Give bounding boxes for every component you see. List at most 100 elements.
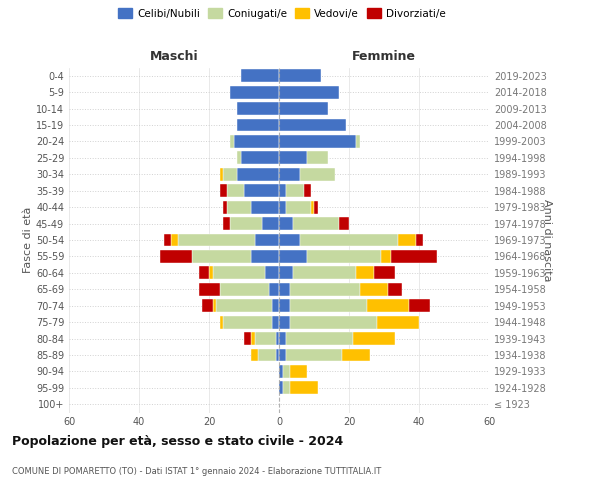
Bar <box>279 135 356 148</box>
Y-axis label: Fasce di età: Fasce di età <box>23 207 33 273</box>
Bar <box>251 200 279 213</box>
Bar <box>300 168 335 180</box>
Bar <box>398 234 415 246</box>
Bar <box>415 234 422 246</box>
Bar <box>338 217 349 230</box>
Bar <box>227 184 244 197</box>
Bar <box>279 102 328 115</box>
Bar <box>279 266 293 280</box>
Bar <box>290 365 307 378</box>
Bar <box>279 217 293 230</box>
Bar <box>356 135 359 148</box>
Bar <box>269 283 279 296</box>
Bar <box>199 283 220 296</box>
Bar <box>279 316 290 328</box>
Bar <box>311 200 314 213</box>
Bar <box>163 234 170 246</box>
Bar <box>230 217 262 230</box>
Text: Popolazione per età, sesso e stato civile - 2024: Popolazione per età, sesso e stato civil… <box>12 435 343 448</box>
Bar <box>237 168 279 180</box>
Bar <box>293 266 356 280</box>
Bar <box>216 300 272 312</box>
Bar <box>293 217 338 230</box>
Bar <box>290 300 367 312</box>
Bar <box>223 168 237 180</box>
Text: Femmine: Femmine <box>352 50 416 62</box>
Bar <box>212 300 216 312</box>
Bar <box>279 184 286 197</box>
Bar <box>251 332 254 345</box>
Text: Maschi: Maschi <box>149 50 199 62</box>
Bar <box>279 348 286 362</box>
Text: COMUNE DI POMARETTO (TO) - Dati ISTAT 1° gennaio 2024 - Elaborazione TUTTITALIA.: COMUNE DI POMARETTO (TO) - Dati ISTAT 1°… <box>12 468 381 476</box>
Bar <box>279 283 290 296</box>
Bar <box>391 250 437 263</box>
Bar <box>283 365 290 378</box>
Bar <box>220 184 227 197</box>
Bar <box>191 250 251 263</box>
Bar <box>220 168 223 180</box>
Y-axis label: Anni di nascita: Anni di nascita <box>542 198 552 281</box>
Bar <box>272 316 279 328</box>
Bar <box>279 152 307 164</box>
Bar <box>237 118 279 132</box>
Bar <box>199 266 209 280</box>
Bar <box>367 300 409 312</box>
Bar <box>230 86 279 98</box>
Bar <box>230 135 233 148</box>
Bar <box>209 266 212 280</box>
Bar <box>223 217 230 230</box>
Bar <box>380 250 391 263</box>
Bar <box>262 217 279 230</box>
Bar <box>251 250 279 263</box>
Bar <box>254 332 275 345</box>
Bar <box>286 348 342 362</box>
Bar <box>304 184 311 197</box>
Bar <box>279 250 307 263</box>
Bar <box>254 234 279 246</box>
Bar <box>307 250 380 263</box>
Bar <box>251 348 258 362</box>
Bar <box>258 348 275 362</box>
Bar <box>373 266 395 280</box>
Bar <box>279 365 283 378</box>
Bar <box>233 135 279 148</box>
Bar <box>223 316 272 328</box>
Bar <box>359 283 388 296</box>
Bar <box>178 234 254 246</box>
Bar <box>265 266 279 280</box>
Bar <box>279 382 283 394</box>
Bar <box>279 86 338 98</box>
Bar <box>286 184 304 197</box>
Bar <box>279 118 346 132</box>
Bar <box>388 283 401 296</box>
Bar <box>275 332 279 345</box>
Bar <box>290 316 377 328</box>
Bar <box>290 382 317 394</box>
Bar <box>212 266 265 280</box>
Bar <box>353 332 395 345</box>
Bar <box>279 300 290 312</box>
Bar <box>202 300 212 312</box>
Bar <box>244 184 279 197</box>
Bar <box>227 200 251 213</box>
Bar <box>356 266 373 280</box>
Bar <box>314 200 317 213</box>
Bar <box>283 382 290 394</box>
Bar <box>286 332 353 345</box>
Bar <box>279 168 300 180</box>
Bar <box>170 234 178 246</box>
Bar <box>241 152 279 164</box>
Bar <box>279 332 286 345</box>
Bar <box>377 316 419 328</box>
Bar <box>409 300 430 312</box>
Bar <box>290 283 359 296</box>
Bar <box>223 200 227 213</box>
Bar <box>244 332 251 345</box>
Bar <box>275 348 279 362</box>
Bar <box>237 152 241 164</box>
Bar <box>342 348 370 362</box>
Bar <box>279 200 286 213</box>
Bar <box>279 234 300 246</box>
Bar <box>279 70 321 82</box>
